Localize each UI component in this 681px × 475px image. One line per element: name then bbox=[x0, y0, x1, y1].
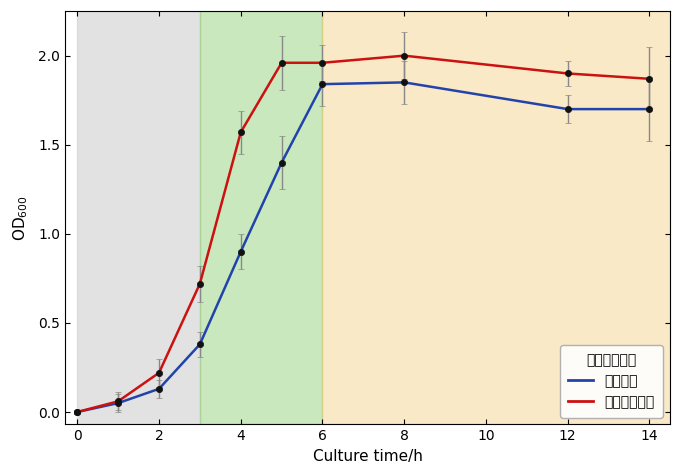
Bar bbox=[200, 11, 323, 425]
Bar bbox=[77, 11, 200, 425]
Legend: 大肠杆菌, 枯草芽孢杆菌: 大肠杆菌, 枯草芽孢杆菌 bbox=[560, 345, 663, 418]
Bar bbox=[323, 11, 670, 425]
Y-axis label: OD$_{600}$: OD$_{600}$ bbox=[11, 195, 30, 241]
X-axis label: Culture time/h: Culture time/h bbox=[313, 449, 422, 464]
